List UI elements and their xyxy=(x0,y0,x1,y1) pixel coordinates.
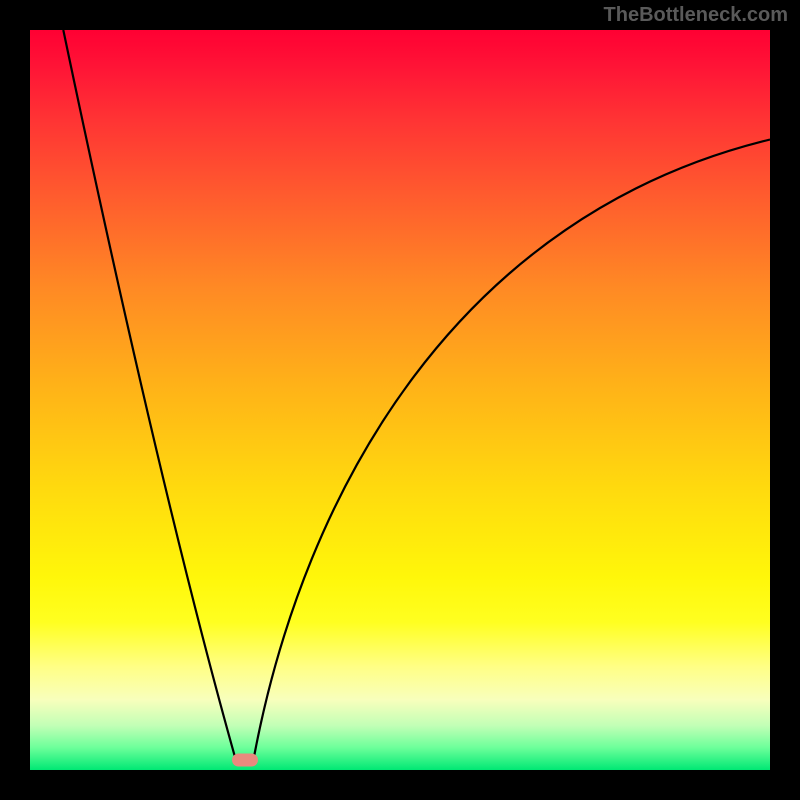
curve-right-branch xyxy=(253,140,770,760)
chart-container: TheBottleneck.com xyxy=(0,0,800,800)
curve-layer xyxy=(30,30,770,770)
minimum-marker xyxy=(232,753,258,766)
watermark-text: TheBottleneck.com xyxy=(604,4,788,27)
curve-left-branch xyxy=(63,30,235,760)
plot-area xyxy=(30,30,770,770)
